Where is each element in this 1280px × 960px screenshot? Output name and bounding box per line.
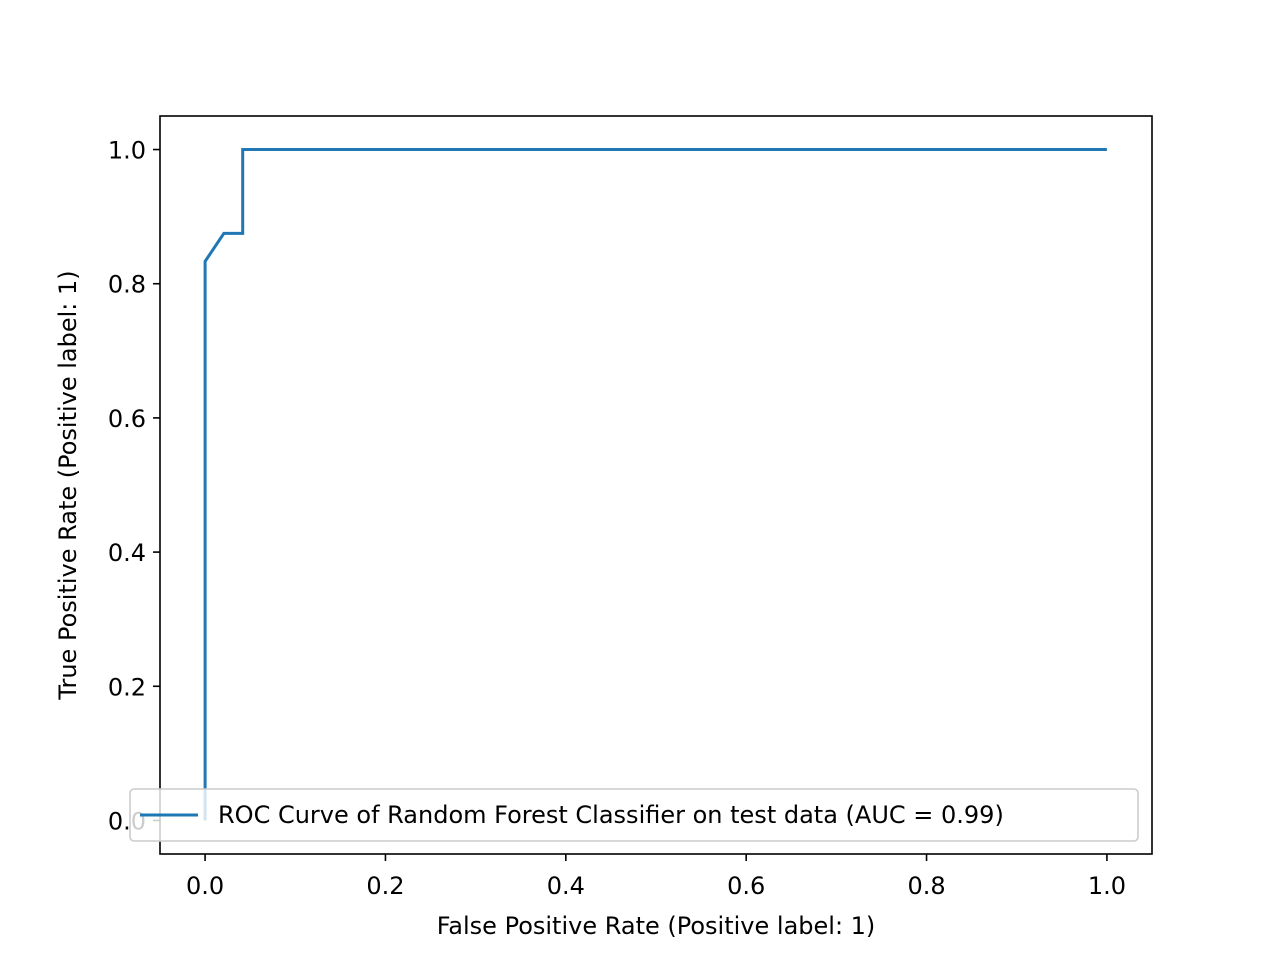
x-axis-label: False Positive Rate (Positive label: 1) [437, 912, 876, 940]
y-tick-label: 0.4 [108, 539, 146, 567]
legend: ROC Curve of Random Forest Classifier on… [129, 788, 1139, 842]
x-tick-label: 1.0 [1088, 872, 1126, 900]
x-tick-label: 0.0 [186, 872, 224, 900]
y-tick-label: 0.6 [108, 405, 146, 433]
x-tick-label: 0.4 [547, 872, 585, 900]
x-tick-label: 0.2 [366, 872, 404, 900]
x-axis-ticks: 0.0 0.2 0.4 0.6 0.8 1.0 [186, 854, 1126, 900]
y-tick-label: 0.8 [108, 271, 146, 299]
x-tick-label: 0.6 [727, 872, 765, 900]
y-axis-ticks: 0.00.20.40.60.81.0 [108, 137, 160, 835]
y-tick-label: 1.0 [108, 137, 146, 165]
legend-entry-label: ROC Curve of Random Forest Classifier on… [218, 801, 1004, 829]
roc-curve-line [203, 148, 1107, 821]
x-tick-label: 0.8 [907, 872, 945, 900]
plot-frame [159, 115, 1153, 855]
y-axis-label: True Positive Rate (Positive label: 1) [54, 270, 82, 700]
series-layer [203, 148, 1107, 821]
plot-area [160, 116, 1152, 854]
y-tick-label: 0.2 [108, 673, 146, 701]
legend-box [129, 788, 1139, 842]
